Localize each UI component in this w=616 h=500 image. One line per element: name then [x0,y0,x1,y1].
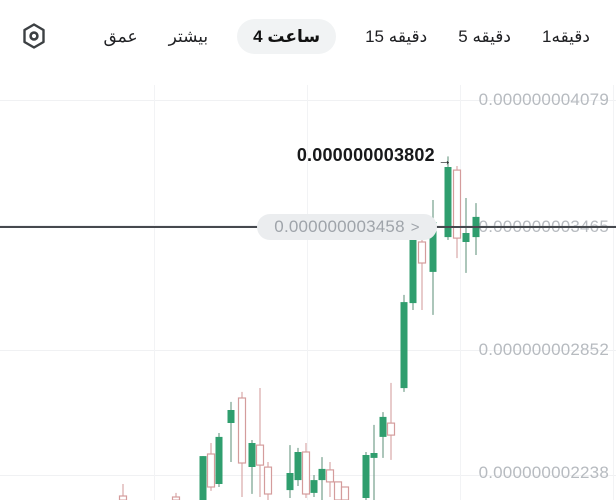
candle-down [206,443,216,491]
y-axis-label: 0.000000004079 [478,90,609,109]
timeframe-toolbar: دقیقه1 دقیقه 5 دقیقه 15 ساعت 4 بیشتر عمق [0,0,616,72]
gridline-v [154,85,155,500]
candle-up [409,232,417,310]
candle-up [294,447,302,486]
candle-up [370,424,378,500]
gridline-h [0,350,616,351]
candle-down [325,462,335,497]
y-axis-label: 0.000000002238 [478,463,609,482]
candle-down [301,443,311,498]
tab-depth[interactable]: عمق [103,26,138,46]
candle-up [286,445,294,498]
high-price-value: 0.000000003802 [296,145,435,165]
candle-up [199,456,207,500]
candle-down [263,462,273,500]
candle-down [237,391,247,497]
tab-more[interactable]: بیشتر [168,26,209,46]
tab-15min[interactable]: دقیقه 15 [365,26,428,46]
candle-down [255,388,265,497]
nut-settings-icon [23,23,46,49]
candle-up [362,452,370,500]
candle-down [340,486,350,500]
candle-down [118,484,128,500]
candle-up [310,475,318,497]
candle-down [333,481,343,500]
right-arrow-icon: → [437,151,452,168]
candle-up [400,294,408,392]
gridline-v [307,85,308,500]
candle-down [171,492,181,500]
tab-1min[interactable]: دقیقه1 [541,26,590,46]
y-axis-label: 0.000000002852 [478,340,609,359]
candle-up [215,433,223,487]
candle-down [417,237,427,310]
candle-down [386,382,396,460]
gridline-h [0,100,616,101]
current-price-value: 0.000000003458 [274,217,405,236]
current-price-badge[interactable]: 0.000000003458 > [257,214,437,240]
gridline-v [460,85,461,500]
tab-5min[interactable]: دقیقه 5 [458,26,511,46]
tab-4hour-selected[interactable]: ساعت 4 [237,18,337,54]
candle-up [318,457,326,500]
gridline-v [613,85,614,500]
chart-settings-button[interactable] [21,22,47,50]
chevron-right-icon: > [410,218,420,236]
candle-up [248,440,256,494]
candle-up [379,412,387,458]
candle-up [227,401,235,462]
high-price-annotation: 0.000000003802 → [296,145,452,168]
